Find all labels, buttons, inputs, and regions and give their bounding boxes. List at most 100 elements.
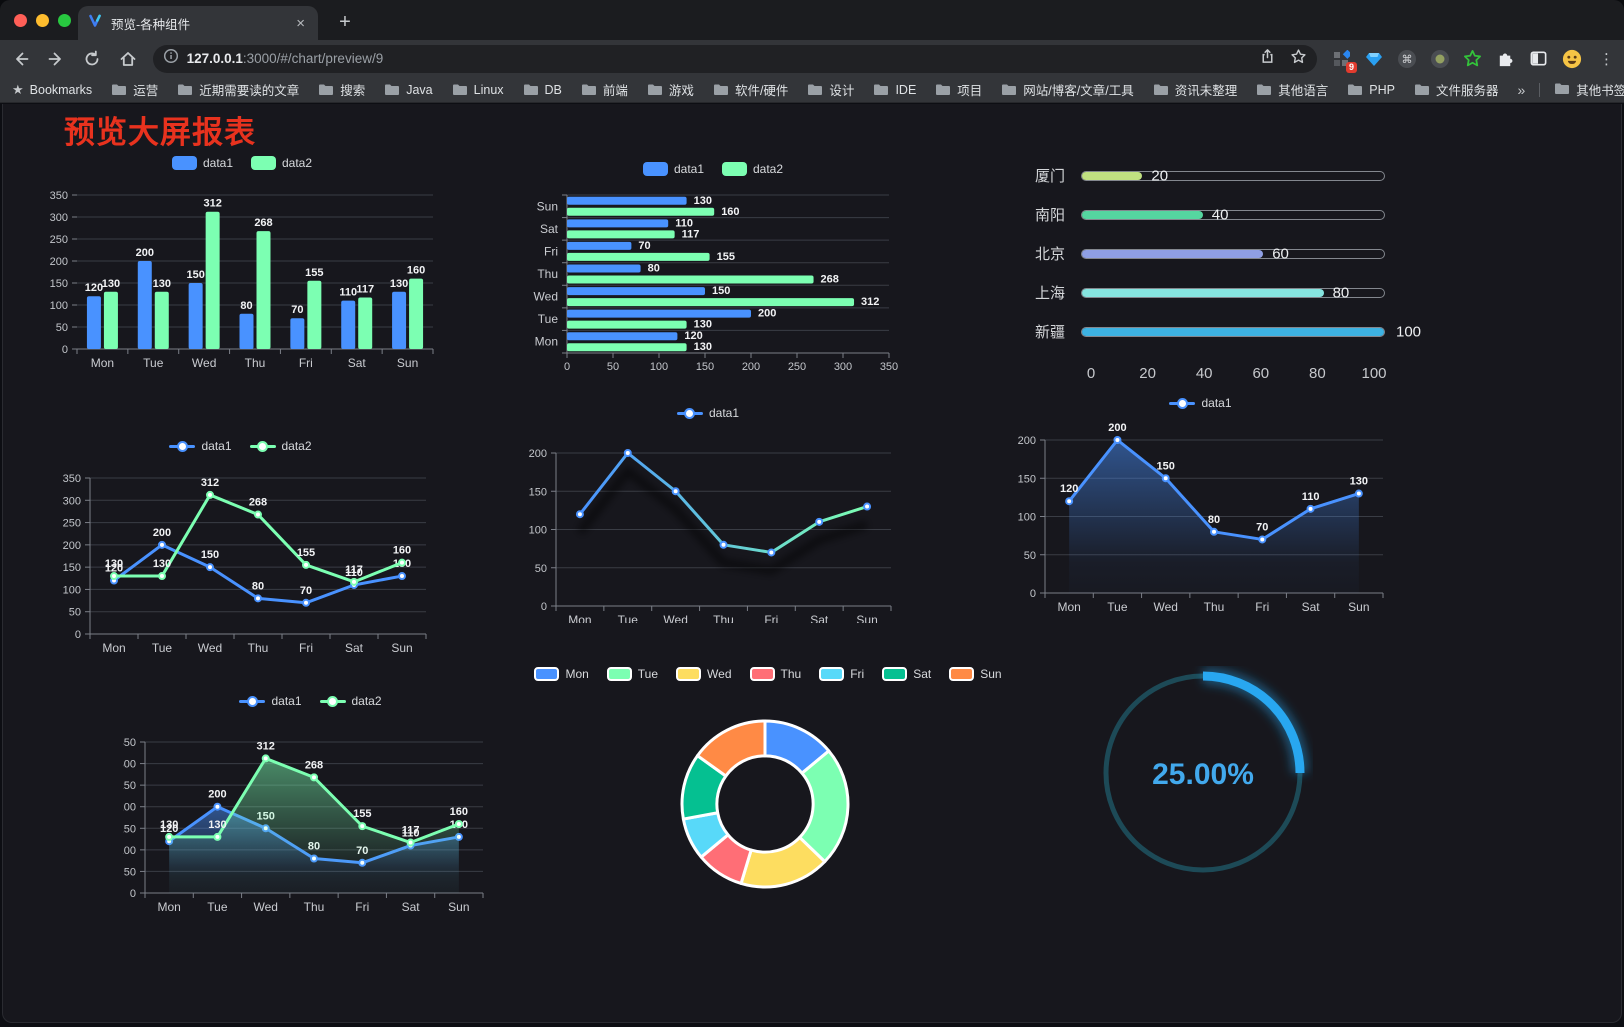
legend-item[interactable]: data1 bbox=[171, 156, 233, 170]
bookmarks-separator bbox=[1539, 82, 1541, 97]
area-chart-single[interactable]: data1 0 50 100 150 200 Mon Tue Wed Thu Fri Sat Sun 12… bbox=[1003, 393, 1398, 623]
url-text[interactable]: 127.0.0.1:3000/#/chart/preview/9 bbox=[187, 51, 1259, 66]
legend-item[interactable]: Mon bbox=[534, 667, 589, 681]
back-button[interactable] bbox=[6, 44, 36, 74]
bookmark-folder-item[interactable]: 软件/硬件 bbox=[713, 80, 788, 99]
svg-text:200: 200 bbox=[742, 361, 760, 373]
svg-text:268: 268 bbox=[249, 497, 267, 509]
svg-text:Wed: Wed bbox=[198, 641, 222, 655]
address-bar[interactable]: 127.0.0.1:3000/#/chart/preview/9 bbox=[152, 44, 1317, 73]
extension-record-icon[interactable] bbox=[1430, 49, 1450, 69]
svg-text:200: 200 bbox=[63, 540, 81, 552]
svg-text:300: 300 bbox=[834, 361, 852, 373]
sidebar-panel-icon[interactable] bbox=[1529, 49, 1549, 69]
bookmarks-manager-item[interactable]: ★ Bookmarks bbox=[12, 81, 93, 97]
area-chart-dual[interactable]: data1 data2 0 50 100 150 200 250 300 350 Mon Tue Wed… bbox=[118, 691, 498, 926]
svg-text:Thu: Thu bbox=[304, 900, 325, 914]
svg-text:Mon: Mon bbox=[91, 356, 114, 368]
browser-menu-icon[interactable]: ⋮ bbox=[1598, 50, 1614, 68]
legend-item[interactable]: data1 bbox=[642, 162, 704, 176]
extension-star-icon[interactable] bbox=[1463, 49, 1483, 69]
progress-row[interactable]: 厦门 20 bbox=[1003, 156, 1423, 195]
legend-item[interactable]: Thu bbox=[749, 667, 801, 681]
bookmark-folder-item[interactable]: 近期需要读的文章 bbox=[177, 80, 299, 99]
bookmark-folder-item[interactable]: PHP bbox=[1347, 80, 1395, 99]
svg-text:200: 200 bbox=[758, 308, 776, 320]
legend-item[interactable]: Fri bbox=[819, 667, 864, 681]
bookmark-star-icon[interactable] bbox=[1290, 48, 1307, 70]
legend-item[interactable]: data2 bbox=[722, 162, 783, 176]
chart-legend: data1 data2 bbox=[123, 691, 498, 711]
bookmark-folder-item[interactable]: Linux bbox=[452, 80, 504, 99]
svg-text:160: 160 bbox=[393, 545, 411, 557]
svg-text:268: 268 bbox=[254, 217, 272, 229]
legend-item[interactable]: data2 bbox=[319, 694, 382, 708]
bookmark-folder-item[interactable]: Java bbox=[384, 80, 433, 99]
maximize-window-button[interactable] bbox=[58, 14, 71, 27]
minimize-window-button[interactable] bbox=[36, 14, 49, 27]
profile-avatar[interactable] bbox=[1562, 49, 1582, 69]
close-window-button[interactable] bbox=[14, 14, 27, 27]
svg-text:Fri: Fri bbox=[764, 613, 778, 623]
chart-legend: Mon Tue Wed Thu Fri Sat Sun bbox=[534, 664, 1002, 684]
gauge-chart[interactable]: 25.00% bbox=[1093, 666, 1313, 891]
bookmark-folder-item[interactable]: 设计 bbox=[807, 80, 854, 99]
bookmark-folder-item[interactable]: IDE bbox=[873, 80, 916, 99]
progress-bar-chart[interactable]: 厦门 20 南阳 40 北京 60 上海 80 新疆 100 0 20 40 60 80 100 bbox=[1003, 156, 1423, 385]
progress-row[interactable]: 北京 60 bbox=[1003, 234, 1423, 273]
extension-grid-icon[interactable]: 9 bbox=[1331, 49, 1357, 73]
legend-swatch bbox=[606, 667, 632, 681]
legend-item[interactable]: Sat bbox=[882, 667, 931, 681]
svg-text:250: 250 bbox=[788, 361, 806, 373]
bookmarks-overflow-chevron[interactable]: » bbox=[1517, 81, 1526, 98]
bookmark-folder-item[interactable]: 资讯未整理 bbox=[1153, 80, 1237, 99]
legend-item[interactable]: data1 bbox=[169, 439, 232, 453]
forward-button[interactable] bbox=[42, 44, 72, 74]
browser-tab[interactable]: 预览-各种组件 × bbox=[78, 6, 318, 40]
extension-gem-icon[interactable] bbox=[1364, 49, 1384, 69]
progress-row[interactable]: 上海 80 bbox=[1003, 273, 1423, 312]
donut-chart[interactable]: Mon Tue Wed Thu Fri Sat Sun bbox=[534, 664, 1002, 894]
legend-item[interactable]: Sun bbox=[949, 667, 1002, 681]
line-chart-dual[interactable]: data1 data2 0 50 100 150 200 250 300 350 Mon Tue Wed… bbox=[53, 436, 428, 661]
extensions-puzzle-icon[interactable] bbox=[1496, 49, 1516, 69]
extension-command-icon[interactable]: ⌘ bbox=[1397, 49, 1417, 69]
svg-text:100: 100 bbox=[123, 845, 136, 857]
window-controls bbox=[14, 14, 71, 27]
line-chart-gradient[interactable]: data1 0 50 100 150 200 Mon Tue Wed Thu Fri Sat Sun bbox=[513, 403, 903, 628]
svg-text:Fri: Fri bbox=[1255, 600, 1269, 614]
legend-item[interactable]: data1 bbox=[1169, 396, 1232, 410]
bookmark-folder-item[interactable]: 项目 bbox=[935, 80, 982, 99]
legend-item[interactable]: data1 bbox=[676, 406, 739, 420]
bookmark-folder-item[interactable]: 文件服务器 bbox=[1414, 80, 1498, 99]
bookmark-folder-item[interactable]: DB bbox=[523, 80, 562, 99]
legend-item[interactable]: Tue bbox=[606, 667, 658, 681]
new-tab-button[interactable]: + bbox=[339, 11, 351, 33]
legend-item[interactable]: data2 bbox=[251, 156, 312, 170]
bar-chart[interactable]: data1 data2 0 50 100 150 200 250 300 350 Mon Tue Wed… bbox=[41, 153, 443, 373]
bookmark-folder-item[interactable]: 前端 bbox=[581, 80, 628, 99]
other-bookmarks-item[interactable]: 其他书签 bbox=[1554, 80, 1624, 99]
svg-text:70: 70 bbox=[1256, 521, 1268, 533]
bookmarks-list: 运营 近期需要读的文章 搜索 Java Linux DB 前端 游戏 软件/硬件 设计 IDE 项目网… bbox=[111, 80, 1498, 99]
legend-item[interactable]: data1 bbox=[239, 694, 302, 708]
legend-item[interactable]: Wed bbox=[676, 667, 732, 681]
progress-row[interactable]: 新疆 100 bbox=[1034, 323, 1422, 341]
reload-button[interactable] bbox=[77, 44, 107, 74]
horizontal-bar-chart[interactable]: data1 data2 0 50 100 150 200 250 300 350 Mon 120 130… bbox=[523, 159, 903, 384]
svg-text:130: 130 bbox=[694, 341, 712, 353]
svg-text:312: 312 bbox=[257, 740, 275, 752]
share-icon[interactable] bbox=[1259, 48, 1276, 70]
bookmark-folder-item[interactable]: 搜索 bbox=[318, 80, 365, 99]
tab-close-button[interactable]: × bbox=[296, 14, 305, 32]
home-button[interactable] bbox=[113, 44, 143, 74]
legend-item[interactable]: data2 bbox=[249, 439, 312, 453]
bookmark-folder-item[interactable]: 其他语言 bbox=[1256, 80, 1328, 99]
progress-row[interactable]: 南阳 40 bbox=[1003, 195, 1423, 234]
bookmark-folder-item[interactable]: 运营 bbox=[111, 80, 158, 99]
site-info-icon[interactable] bbox=[163, 48, 179, 69]
bookmark-folder-item[interactable]: 网站/博客/文章/工具 bbox=[1001, 80, 1134, 99]
svg-text:117: 117 bbox=[345, 564, 363, 576]
bookmark-folder-item[interactable]: 游戏 bbox=[647, 80, 694, 99]
svg-text:130: 130 bbox=[694, 319, 712, 331]
